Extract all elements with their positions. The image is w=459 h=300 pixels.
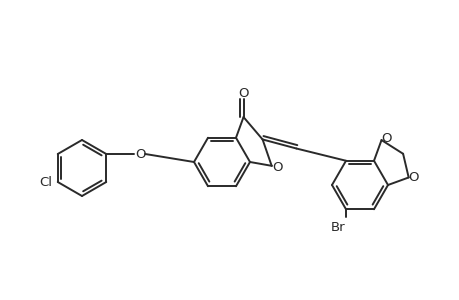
Text: Cl: Cl [39,176,52,188]
Text: O: O [381,132,391,145]
Text: O: O [238,87,248,100]
Text: O: O [134,148,145,160]
Text: O: O [272,161,282,174]
Text: O: O [408,171,418,184]
Text: Br: Br [330,221,345,234]
